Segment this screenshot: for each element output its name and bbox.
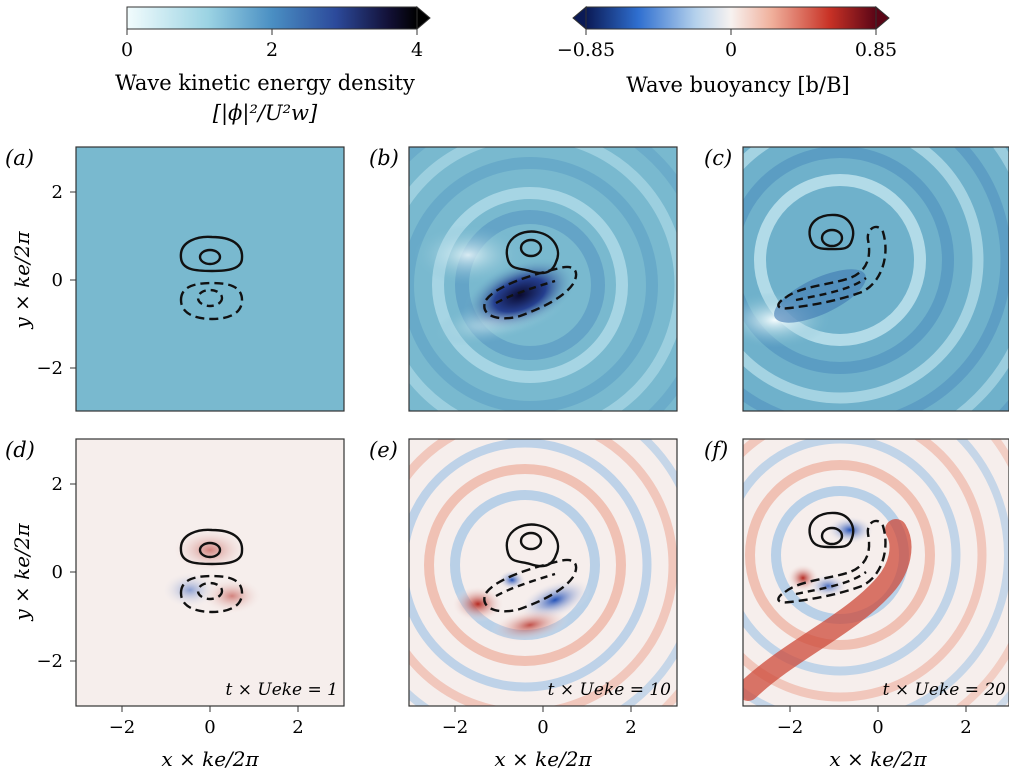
buoyancy-colorbar-extend-max [875,5,890,31]
x-axis-label-d: x × ke/2π [161,747,259,771]
y-tick-top-0: 0 [52,270,63,291]
y-tick-bottom-neg2: −2 [36,651,63,672]
energy-tick-2: 2 [266,39,278,61]
panel-label-b: (b) [369,146,399,170]
panel-c-contours [777,213,887,310]
positive-vortex-outer-contour [179,235,244,273]
y-tick-top-2: 2 [52,182,63,203]
energy-colorbar-extend-max [416,5,431,31]
x-tick-d-2: 2 [292,717,303,738]
energy-colorbar-units: [|ϕ|²/U²w] [213,101,318,126]
negative-vortex-inner-contour [196,288,224,308]
x-tick-d-neg2: −2 [109,717,136,738]
y-tick-bottom-0: 0 [52,562,63,583]
time-annotation-f: t × Ueke = 20 [883,680,1007,700]
panel-label-d: (d) [5,438,35,462]
panel-d-field [76,439,344,706]
energy-colorbar: 0 2 4 Wave kinetic energy density [|ϕ|²/… [115,5,431,126]
x-tick-f-0: 0 [872,717,883,738]
x-tick-e-neg2: −2 [442,717,469,738]
panel-c [743,147,1009,411]
x-axis-e: −2 0 2 x × ke/2π [442,706,637,771]
panel-f-contours [777,511,887,604]
buoyancy-tick-zero: 0 [725,39,737,61]
buoyancy-colorbar-extend-min [572,5,587,31]
panel-b [409,147,677,411]
energy-colorbar-bar [126,6,418,30]
energy-tick-0: 0 [121,39,133,61]
y-axis-bottom: 2 0 −2 y × ke/2π [10,474,76,672]
x-tick-e-0: 0 [537,717,548,738]
x-tick-e-2: 2 [625,717,636,738]
y-axis-top: 2 0 −2 y × ke/2π [10,182,76,379]
panel-label-c: (c) [704,146,732,170]
buoyancy-tick-min: −0.85 [557,39,615,61]
buoyancy-colorbar-bar [585,6,877,30]
x-tick-f-neg2: −2 [777,717,804,738]
panel-a-contours [179,235,244,321]
energy-colorbar-label: Wave kinetic energy density [115,71,415,95]
x-axis-f: −2 0 2 x × ke/2π [777,706,972,771]
panel-f [743,439,1009,706]
panel-label-f: (f) [704,438,728,462]
negative-vortex-outer-contour [179,281,244,321]
y-tick-top-neg2: −2 [36,358,63,379]
panel-a-field [76,147,344,411]
panel-e-contours [483,523,578,613]
x-axis-d: −2 0 2 x × ke/2π [109,706,304,771]
x-tick-f-2: 2 [960,717,971,738]
buoyancy-tick-max: 0.85 [855,39,897,61]
panel-e [409,439,677,706]
panel-a [75,146,345,412]
positive-vortex-inner-contour [198,248,222,266]
buoyancy-colorbar-label: Wave buoyancy [b/B] [626,73,849,97]
y-axis-label-top: y × ke/2π [10,230,34,329]
time-annotation-d: t × Ueke = 1 [225,680,338,700]
panel-b-contours [483,230,578,320]
time-annotation-e: t × Ueke = 10 [548,680,672,700]
x-axis-label-e: x × ke/2π [494,747,592,771]
panel-d-contours [179,528,244,614]
panel-d [75,438,345,707]
x-axis-label-f: x × ke/2π [829,747,927,771]
y-axis-label-bottom: y × ke/2π [10,522,34,621]
y-tick-bottom-2: 2 [52,474,63,495]
buoyancy-colorbar: −0.85 0 0.85 Wave buoyancy [b/B] [557,5,897,97]
x-tick-d-0: 0 [204,717,215,738]
energy-tick-4: 4 [411,39,423,61]
panel-label-a: (a) [5,146,34,170]
panel-label-e: (e) [369,438,398,462]
